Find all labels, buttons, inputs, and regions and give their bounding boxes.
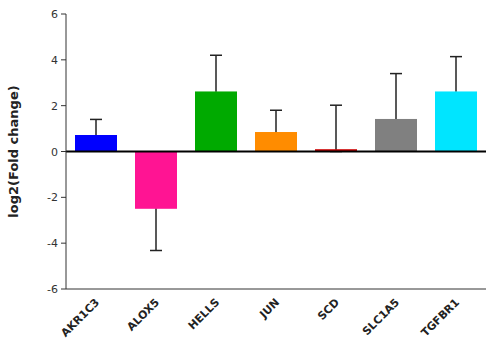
bar <box>195 91 237 151</box>
bar <box>435 91 477 151</box>
y-axis-line <box>66 14 67 289</box>
error-cap-upper <box>90 119 102 121</box>
error-lower <box>155 209 157 251</box>
y-tick <box>61 197 66 198</box>
x-tick-label: TGFBR1 <box>419 296 463 340</box>
error-upper <box>215 55 217 91</box>
bar <box>75 135 117 152</box>
bar <box>255 132 297 151</box>
error-upper <box>395 74 397 119</box>
error-cap-upper <box>270 110 282 112</box>
x-tick-label: SCD <box>315 296 342 323</box>
error-upper <box>455 57 457 92</box>
x-tick-label: AKR1C3 <box>58 296 102 340</box>
zero-line <box>66 151 486 153</box>
bar <box>135 152 177 209</box>
bar <box>375 119 417 152</box>
error-cap-upper <box>450 56 462 58</box>
y-tick <box>61 14 66 15</box>
y-tick <box>61 289 66 290</box>
x-tick-label: JUN <box>256 296 282 322</box>
error-cap-upper <box>390 73 402 75</box>
chart: -6 -4 -2 0 2 4 6 log2(Fold change) AKR1C3 ALOX5 HE… <box>0 0 500 349</box>
y-tick <box>61 105 66 106</box>
y-tick <box>61 151 66 152</box>
x-tick-label: ALOX5 <box>124 296 162 334</box>
error-bar <box>330 105 342 151</box>
error-upper <box>95 119 97 135</box>
y-axis-label: log2(Fold change) <box>6 85 21 217</box>
error-cap-upper <box>210 55 222 57</box>
y-tick-label: -4 <box>47 237 58 250</box>
plot-area <box>90 55 462 250</box>
y-tick <box>61 243 66 244</box>
y-tick-label: 4 <box>51 54 58 67</box>
error-cap-lower <box>150 250 162 252</box>
error-upper <box>335 105 337 149</box>
y-tick <box>61 59 66 60</box>
y-tick-label: -6 <box>47 283 58 296</box>
y-tick-label: -2 <box>47 191 58 204</box>
x-tick-label: HELLS <box>186 296 223 333</box>
error-cap-upper <box>330 104 342 106</box>
x-tick-label: SLC1A5 <box>360 296 402 338</box>
y-tick-label: 6 <box>51 8 58 21</box>
error-upper <box>275 110 277 132</box>
y-tick-label: 0 <box>51 146 58 159</box>
y-tick-label: 2 <box>51 100 58 113</box>
x-axis-line <box>66 289 486 290</box>
